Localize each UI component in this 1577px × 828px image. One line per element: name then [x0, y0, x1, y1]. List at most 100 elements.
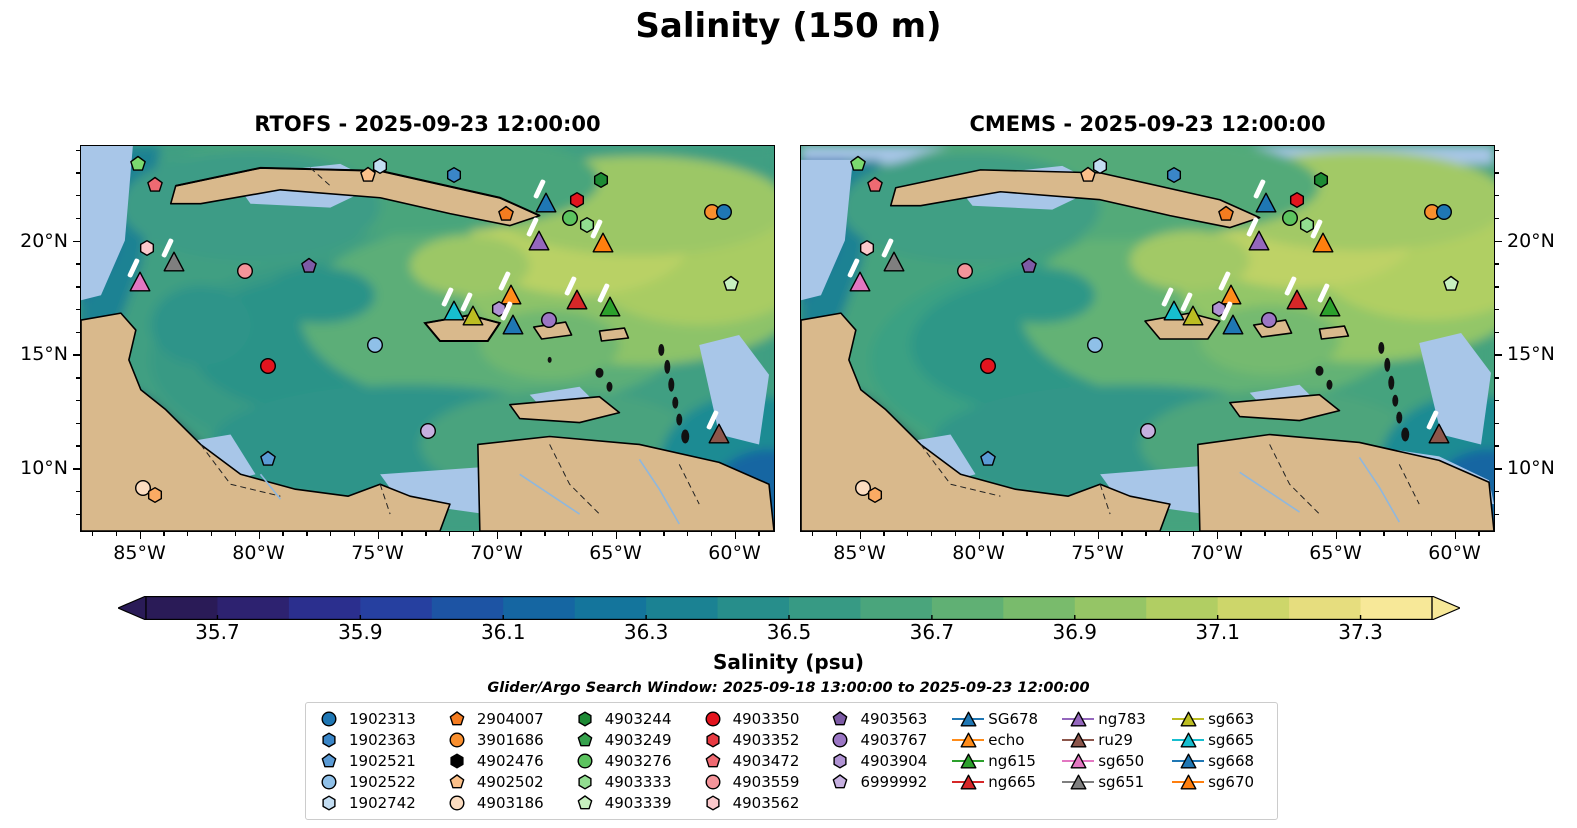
- map-marker[interactable]: [1281, 210, 1298, 227]
- legend-item[interactable]: 1902521: [312, 750, 440, 771]
- map-marker[interactable]: [847, 257, 871, 293]
- legend-item[interactable]: 4903767: [823, 729, 951, 750]
- map-marker[interactable]: [578, 217, 595, 234]
- map-marker[interactable]: [1312, 171, 1329, 188]
- legend-item[interactable]: sg650: [1061, 750, 1171, 771]
- map-marker[interactable]: [849, 155, 866, 173]
- legend-item[interactable]: 4903186: [440, 792, 568, 813]
- legend-item[interactable]: 1902313: [312, 708, 440, 729]
- map-marker[interactable]: [1160, 287, 1185, 322]
- map-marker[interactable]: [372, 158, 389, 175]
- map-marker[interactable]: [160, 237, 185, 273]
- legend-item[interactable]: sg663: [1171, 708, 1271, 729]
- map-marker[interactable]: [564, 275, 588, 311]
- legend-item[interactable]: sg668: [1171, 750, 1271, 771]
- legend-item[interactable]: 4903352: [696, 729, 824, 750]
- legend-item[interactable]: echo: [951, 729, 1061, 750]
- map-marker[interactable]: [1426, 409, 1450, 445]
- map-marker[interactable]: [569, 192, 586, 209]
- legend-item[interactable]: 3901686: [440, 729, 568, 750]
- map-marker[interactable]: [590, 219, 614, 254]
- map-marker[interactable]: [127, 257, 151, 293]
- map-marker[interactable]: [260, 450, 277, 467]
- map-marker[interactable]: [854, 479, 871, 496]
- map-marker[interactable]: [1087, 337, 1104, 354]
- map-marker[interactable]: [260, 357, 277, 374]
- legend-item[interactable]: ng665: [951, 771, 1061, 792]
- map-marker[interactable]: [1217, 205, 1234, 222]
- legend-item[interactable]: 4903559: [696, 771, 824, 792]
- map-marker[interactable]: [1289, 192, 1306, 209]
- map-marker[interactable]: [880, 237, 905, 273]
- map-marker[interactable]: [1165, 167, 1182, 184]
- legend-item[interactable]: 4903333: [568, 771, 696, 792]
- map-marker[interactable]: [866, 176, 883, 193]
- map-marker[interactable]: [360, 167, 377, 184]
- legend-item[interactable]: 2904007: [440, 708, 568, 729]
- map-marker[interactable]: [980, 357, 997, 374]
- map-marker[interactable]: [367, 337, 384, 354]
- legend-item[interactable]: 4903249: [568, 729, 696, 750]
- legend-item[interactable]: 4902502: [440, 771, 568, 792]
- legend-item[interactable]: 4903472: [696, 750, 824, 771]
- map-marker[interactable]: [526, 216, 550, 252]
- map-marker[interactable]: [1298, 217, 1315, 234]
- map-marker[interactable]: [1253, 178, 1277, 214]
- legend-item[interactable]: 1902363: [312, 729, 440, 750]
- map-marker[interactable]: [980, 450, 997, 467]
- map-marker[interactable]: [1020, 257, 1037, 275]
- map-marker[interactable]: [561, 210, 578, 227]
- map-marker[interactable]: [866, 486, 883, 503]
- map-marker[interactable]: [1443, 275, 1460, 293]
- legend-item[interactable]: 4903339: [568, 792, 696, 813]
- map-marker[interactable]: [146, 176, 163, 193]
- map-marker[interactable]: [723, 275, 740, 293]
- map-marker[interactable]: [236, 262, 253, 279]
- legend-item[interactable]: ng783: [1061, 708, 1171, 729]
- map-marker[interactable]: [146, 486, 163, 503]
- map-marker[interactable]: [139, 239, 156, 256]
- map-marker[interactable]: [1219, 300, 1244, 336]
- legend-item[interactable]: 1902522: [312, 771, 440, 792]
- legend-item[interactable]: 1902742: [312, 792, 440, 813]
- map-marker[interactable]: [499, 300, 524, 336]
- map-marker[interactable]: [1317, 282, 1341, 318]
- map-marker[interactable]: [1179, 291, 1204, 327]
- map-marker[interactable]: [533, 178, 557, 214]
- map-marker[interactable]: [859, 239, 876, 256]
- legend-item[interactable]: sg651: [1061, 771, 1171, 792]
- legend-item[interactable]: ng615: [951, 750, 1061, 771]
- map-marker[interactable]: [459, 291, 484, 327]
- legend-item[interactable]: 6999992: [823, 771, 951, 792]
- legend-item[interactable]: sg665: [1171, 729, 1271, 750]
- map-marker[interactable]: [1139, 423, 1156, 440]
- map-marker[interactable]: [1092, 158, 1109, 175]
- map-marker[interactable]: [129, 155, 146, 173]
- map-marker[interactable]: [497, 205, 514, 222]
- map-marker[interactable]: [597, 282, 621, 318]
- legend-item[interactable]: 4902476: [440, 750, 568, 771]
- map-marker[interactable]: [1260, 312, 1277, 329]
- map-marker[interactable]: [956, 262, 973, 279]
- map-rtofs[interactable]: [80, 145, 775, 532]
- map-marker[interactable]: [1284, 275, 1308, 311]
- map-marker[interactable]: [300, 257, 317, 275]
- map-marker[interactable]: [1310, 219, 1334, 254]
- map-marker[interactable]: [1436, 203, 1453, 220]
- map-marker[interactable]: [419, 423, 436, 440]
- legend-item[interactable]: ru29: [1061, 729, 1171, 750]
- legend-item[interactable]: 4903244: [568, 708, 696, 729]
- legend-item[interactable]: sg670: [1171, 771, 1271, 792]
- map-marker[interactable]: [134, 479, 151, 496]
- legend-item[interactable]: 4903562: [696, 792, 824, 813]
- legend-item[interactable]: 4903276: [568, 750, 696, 771]
- map-marker[interactable]: [706, 409, 730, 445]
- map-cmems[interactable]: [800, 145, 1495, 532]
- map-marker[interactable]: [440, 287, 465, 322]
- legend-item[interactable]: SG678: [951, 708, 1061, 729]
- map-marker[interactable]: [716, 203, 733, 220]
- legend-item[interactable]: 4903563: [823, 708, 951, 729]
- legend-item[interactable]: 4903350: [696, 708, 824, 729]
- map-marker[interactable]: [445, 167, 462, 184]
- map-marker[interactable]: [540, 312, 557, 329]
